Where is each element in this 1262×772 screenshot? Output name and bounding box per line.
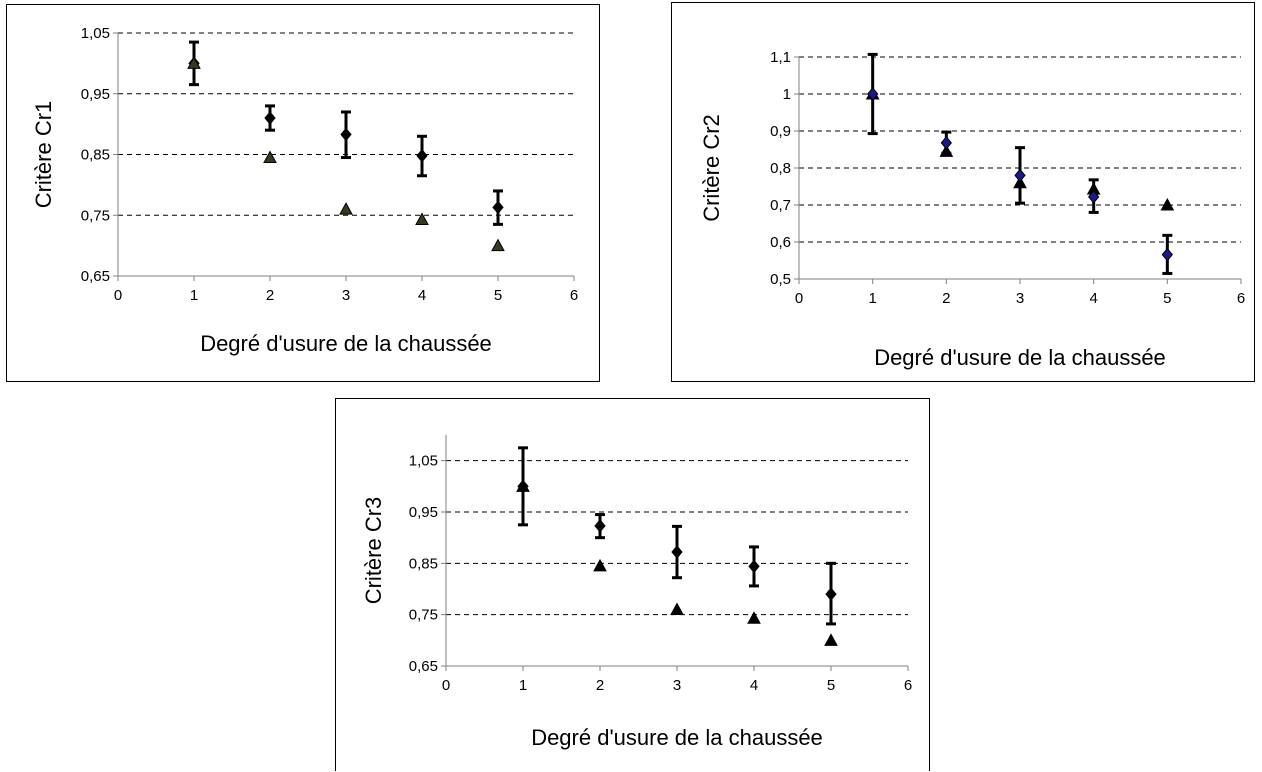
chart-svg: 0,65 0,75 0,85 0,95 1,05 0 1 2 3 4 5 6 Degré d'usure… xyxy=(361,435,912,750)
data-point-triangle xyxy=(263,150,277,164)
data-point-diamond xyxy=(940,136,952,150)
x-tick-label: 3 xyxy=(1016,290,1024,307)
data-point-diamond xyxy=(1088,190,1100,204)
data-point-triangle xyxy=(187,56,201,69)
data-point-triangle xyxy=(491,238,505,252)
data-point-diamond xyxy=(1014,168,1026,183)
y-tick-label: 0,65 xyxy=(81,268,110,285)
data-point-diamond xyxy=(594,519,606,533)
chart-panel-cr1: 0,65 0,75 0,85 0,95 1,05 0 1 2 3 4 5 6 Degré d'usure… xyxy=(6,4,600,382)
x-tick-label: 4 xyxy=(418,287,426,304)
chart-panel-cr3: 0,65 0,75 0,85 0,95 1,05 0 1 2 3 4 5 6 Degré d'usure… xyxy=(335,398,930,771)
y-tick-label: 1 xyxy=(783,86,791,103)
x-axis-title: Degré d'usure de la chaussée xyxy=(874,345,1166,370)
chart-panel-cr2: 0,5 0,6 0,7 0,8 0,9 1 1,1 0 1 2 3 4 5 6 Degré d'usure … xyxy=(671,2,1255,382)
x-tick-label: 1 xyxy=(868,290,876,307)
data-point-triangle xyxy=(415,212,429,226)
x-tick-label: 5 xyxy=(1163,290,1171,307)
x-tick-label: 2 xyxy=(266,287,274,304)
data-point-diamond xyxy=(264,111,276,125)
y-axis-title: Critère Cr1 xyxy=(31,101,56,209)
data-point-triangle xyxy=(747,611,761,624)
x-tick-label: 0 xyxy=(114,287,122,304)
data-point-diamond xyxy=(340,127,352,142)
data-point-diamond xyxy=(416,148,428,163)
x-tick-label: 1 xyxy=(190,287,198,304)
data-point-triangle xyxy=(824,633,838,646)
y-axis-title: Critère Cr2 xyxy=(699,114,724,222)
chart-svg: 0,5 0,6 0,7 0,8 0,9 1 1,1 0 1 2 3 4 5 6 Degré d'usure … xyxy=(699,49,1245,370)
data-point-diamond xyxy=(867,87,879,101)
x-tick-label: 6 xyxy=(1237,290,1245,307)
y-tick-label: 0,85 xyxy=(409,555,438,572)
y-tick-label: 0,65 xyxy=(409,658,438,675)
x-tick-label: 6 xyxy=(570,287,578,304)
x-tick-label: 2 xyxy=(596,677,604,694)
data-point-diamond xyxy=(1161,247,1173,262)
x-tick-label: 3 xyxy=(342,287,350,304)
y-tick-label: 0,75 xyxy=(81,207,110,224)
x-tick-label: 3 xyxy=(673,677,681,694)
x-tick-label: 5 xyxy=(827,677,835,694)
data-point-triangle xyxy=(593,558,607,572)
y-tick-label: 1,05 xyxy=(409,453,438,470)
x-tick-label: 4 xyxy=(1089,290,1097,307)
y-tick-label: 0,95 xyxy=(81,86,110,103)
y-tick-label: 0,75 xyxy=(409,607,438,624)
x-tick-label: 4 xyxy=(750,677,758,694)
x-tick-label: 1 xyxy=(519,677,527,694)
y-tick-label: 0,6 xyxy=(770,234,791,251)
chart-svg: 0,65 0,75 0,85 0,95 1,05 0 1 2 3 4 5 6 Degré d'usure… xyxy=(31,25,578,356)
data-point-diamond xyxy=(748,559,760,574)
x-tick-label: 0 xyxy=(795,290,803,307)
y-tick-label: 1,05 xyxy=(81,25,110,42)
y-tick-label: 0,85 xyxy=(81,147,110,164)
x-tick-label: 2 xyxy=(942,290,950,307)
x-axis-title: Degré d'usure de la chaussée xyxy=(531,725,823,750)
y-tick-label: 0,8 xyxy=(770,160,791,177)
x-tick-label: 5 xyxy=(494,287,502,304)
y-tick-label: 0,9 xyxy=(770,123,791,140)
data-point-triangle xyxy=(339,202,353,215)
y-tick-label: 0,5 xyxy=(770,271,791,288)
x-tick-label: 0 xyxy=(442,677,450,694)
data-point-diamond xyxy=(825,587,837,601)
data-point-triangle xyxy=(516,479,530,492)
data-point-diamond xyxy=(671,545,683,559)
y-axis-title: Critère Cr3 xyxy=(361,497,386,605)
y-tick-label: 1,1 xyxy=(770,49,791,66)
x-tick-label: 6 xyxy=(904,677,912,694)
data-point-triangle xyxy=(1160,197,1175,211)
y-tick-label: 0,95 xyxy=(409,504,438,521)
data-point-diamond xyxy=(492,200,504,215)
x-axis-title: Degré d'usure de la chaussée xyxy=(200,331,492,356)
data-point-triangle xyxy=(670,602,684,616)
y-tick-label: 0,7 xyxy=(770,197,791,214)
